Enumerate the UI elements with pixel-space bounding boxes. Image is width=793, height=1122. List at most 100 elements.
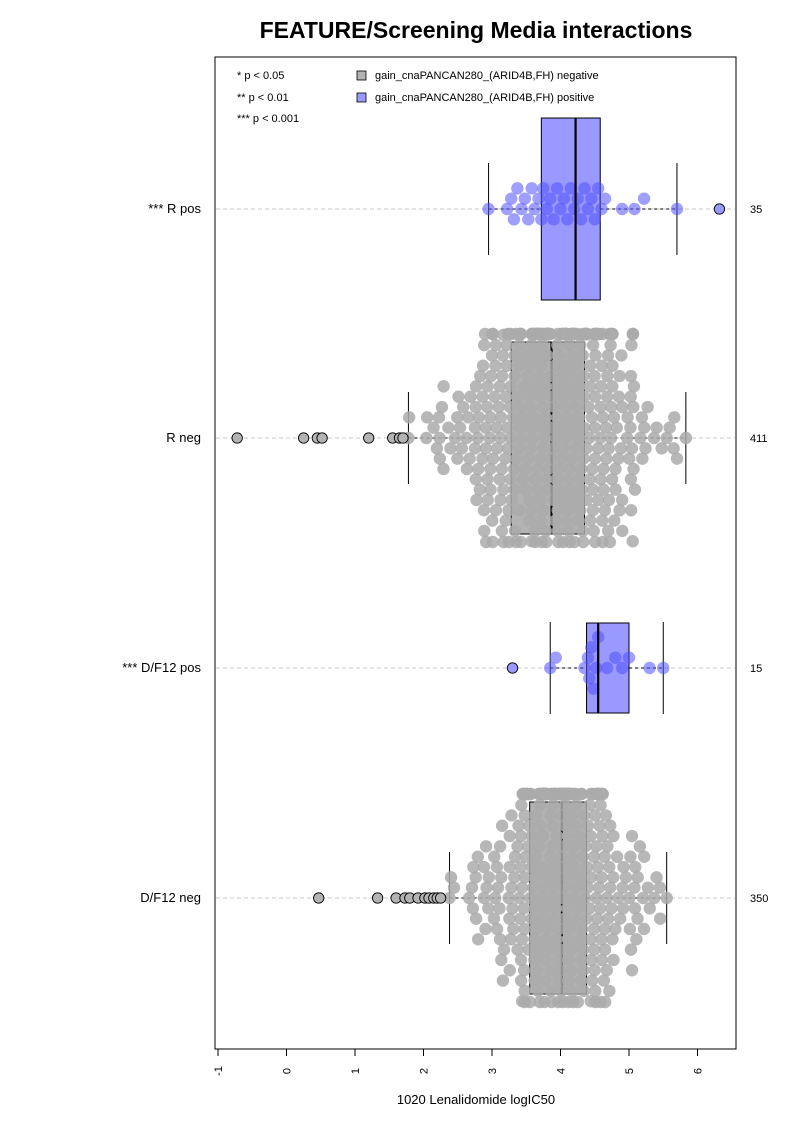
data-point [549,473,563,486]
data-point [478,524,491,538]
data-point [578,182,591,195]
data-point [544,192,557,205]
data-point [495,953,508,967]
data-point [663,421,676,434]
data-point [610,850,624,863]
data-point [556,421,569,434]
data-point [615,349,628,362]
data-point [558,819,572,832]
data-point [562,524,576,538]
data-point [583,473,596,486]
boxplot-0 [482,117,684,301]
data-point [558,493,571,507]
data-point [433,452,446,465]
data-point [488,891,502,905]
data-point [402,411,416,424]
data-point [584,953,598,967]
data-point [585,411,598,424]
data-point [636,891,650,905]
count-labels: 35 411 15 350 [750,204,768,905]
data-point [514,327,528,341]
data-point [498,452,512,465]
data-point [647,431,661,445]
data-point [576,524,590,538]
data-point [572,411,586,424]
data-point [596,787,609,801]
data-point [602,493,616,507]
data-point [670,452,684,465]
data-point [532,192,545,205]
data-point [547,860,560,874]
data-point [500,421,514,434]
data-point [615,400,629,414]
x-tick-label: 0 [282,1068,294,1074]
data-point [476,452,489,465]
data-point [594,473,607,486]
data-point [522,213,535,226]
data-point [557,840,570,853]
data-point [549,902,563,915]
data-point [572,431,585,445]
data-point [544,984,558,998]
data-point [570,359,583,372]
data-point [465,881,479,894]
data-point [593,819,606,832]
data-point [508,850,522,863]
data-point [528,411,541,424]
data-point [535,359,548,372]
data-point [606,933,619,946]
data-point [514,860,527,874]
data-point [617,860,630,874]
data-point [549,431,563,445]
data-point [513,891,526,905]
data-point [517,902,531,915]
data-point [559,359,572,372]
data-point [580,442,593,455]
data-point [524,359,537,372]
data-point [570,400,583,414]
data-point [504,431,518,445]
data-point [539,380,552,393]
data-point [550,933,563,946]
data-point [495,369,509,383]
data-point [540,349,554,362]
data-point [528,202,541,216]
data-point [533,840,546,853]
data-point [597,483,610,496]
data-point [536,860,549,874]
data-point [557,192,571,205]
data-point [480,400,494,414]
data-point [514,912,527,925]
data-point [559,400,572,414]
data-point [586,483,599,496]
data-point [469,871,482,884]
data-point [527,881,540,894]
data-point [588,421,601,434]
data-point [542,483,555,496]
data-point [580,493,593,507]
data-point [562,504,576,517]
data-point [479,421,492,434]
x-tick-label: 5 [624,1068,636,1074]
data-point [583,672,596,685]
data-point [561,902,574,915]
count-label: 35 [750,204,762,216]
data-point [472,411,485,424]
data-point [572,473,585,486]
data-point [552,871,565,884]
data-point [541,871,555,884]
sig-legend-1: * p < 0.05 [237,70,284,82]
data-point [574,338,587,352]
data-point [569,819,582,832]
data-point [525,829,538,843]
data-point [602,442,615,455]
data-point [519,483,532,496]
data-point [616,524,629,538]
data-point [550,182,564,195]
data-point [565,943,579,956]
data-point [544,661,557,675]
data-point [432,411,446,424]
data-point [554,850,567,863]
data-point [637,922,651,936]
data-point [524,891,537,905]
